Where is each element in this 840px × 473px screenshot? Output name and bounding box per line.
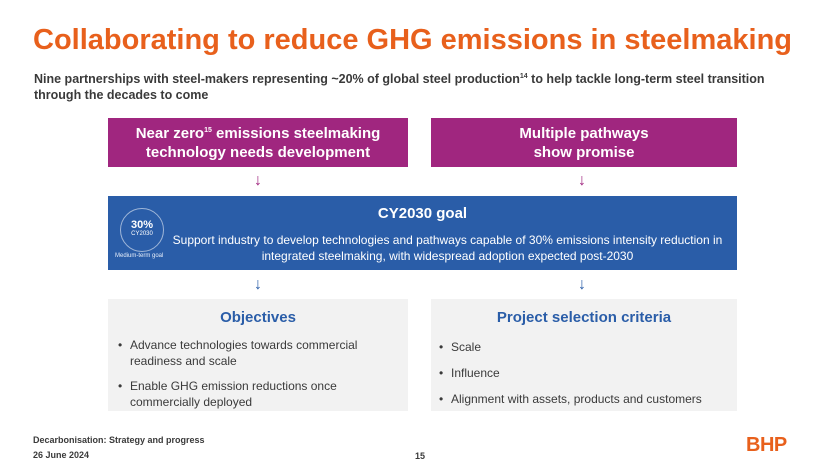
near-zero-prefix: Near zero xyxy=(135,124,205,142)
multiple-pathways-box: Multiple pathways show promise xyxy=(431,118,737,167)
slide-title: Collaborating to reduce GHG emissions in… xyxy=(33,24,792,56)
arrow-down-icon: ↓ xyxy=(578,172,586,189)
goal-badge-value: 30% xyxy=(130,219,154,231)
criteria-list: Scale Influence Alignment with assets, p… xyxy=(437,339,732,417)
near-zero-line1: Near zero15 emissions steelmaking xyxy=(136,124,381,143)
arrow-down-icon: ↓ xyxy=(254,172,262,189)
subtitle-text-after: to help tackle long-term steel transitio… xyxy=(34,72,765,102)
goal-banner: 30% CY2030 Medium-term goal CY2030 goal … xyxy=(108,196,737,270)
bhp-logo: BHP xyxy=(746,434,787,456)
footer-title: Decarbonisation: Strategy and progress xyxy=(33,435,205,445)
objectives-title: Objectives xyxy=(220,309,296,326)
criteria-title: Project selection criteria xyxy=(496,309,672,326)
criteria-panel: Project selection criteria Scale Influen… xyxy=(431,299,737,411)
objectives-list: Advance technologies towards commercial … xyxy=(116,337,401,419)
list-item: Scale xyxy=(437,339,732,355)
list-item: Influence xyxy=(437,365,732,381)
near-zero-box: Near zero15 emissions steelmaking techno… xyxy=(108,118,408,167)
footer-date: 26 June 2024 xyxy=(33,450,90,460)
goal-badge: 30% CY2030 xyxy=(120,208,164,252)
goal-text: Support industry to develop technologies… xyxy=(172,233,723,263)
arrow-down-icon: ↓ xyxy=(254,276,262,293)
objectives-panel: Objectives Advance technologies towards … xyxy=(108,299,408,411)
multiple-pathways-line1: Multiple pathways xyxy=(519,124,649,142)
list-item: Advance technologies towards commercial … xyxy=(116,337,401,369)
list-item: Alignment with assets, products and cust… xyxy=(437,391,732,407)
near-zero-suffix: emissions steelmaking xyxy=(211,124,381,142)
multiple-pathways-line2: show promise xyxy=(533,143,635,161)
subtitle-text: Nine partnerships with steel-makers repr… xyxy=(34,72,520,86)
arrow-down-icon: ↓ xyxy=(578,276,586,293)
goal-title: CY2030 goal xyxy=(377,205,468,222)
list-item: Enable GHG emission reductions once comm… xyxy=(116,378,401,410)
goal-badge-year: CY2030 xyxy=(131,231,153,237)
slide-subtitle: Nine partnerships with steel-makers repr… xyxy=(34,71,814,103)
near-zero-footnote: 15 xyxy=(204,126,212,134)
page-number: 15 xyxy=(414,451,425,461)
goal-badge-caption: Medium-term goal xyxy=(115,253,164,259)
near-zero-line2: technology needs development xyxy=(145,143,371,161)
subtitle-footnote: 14 xyxy=(519,72,528,80)
